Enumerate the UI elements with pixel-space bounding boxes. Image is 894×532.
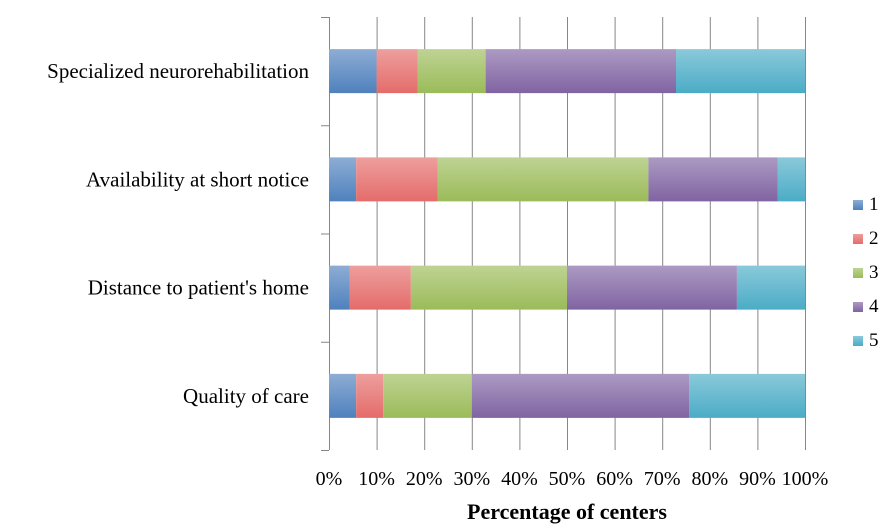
legend-swatch-3 (853, 268, 863, 278)
bars (329, 49, 805, 418)
bar-segment-2 (349, 265, 411, 310)
bar-segment-3 (417, 49, 486, 94)
x-tick-label: 30% (453, 468, 490, 490)
bar-segment-5 (676, 49, 805, 94)
legend-swatch-5 (853, 336, 863, 346)
legend-label: 3 (869, 262, 879, 283)
bar-segment-1 (329, 265, 350, 310)
legend-swatch-1 (853, 200, 863, 210)
bar-segment-1 (329, 157, 357, 202)
x-tick-labels: 0% 10% 20% 30% 40% 50% 60% 70% 80% 90% 100% (316, 468, 829, 490)
bar-segment-2 (356, 157, 438, 202)
x-tick-label: 100% (782, 468, 829, 490)
legend-label: 5 (869, 330, 879, 351)
x-tick-label: 60% (596, 468, 633, 490)
x-tick-label: 10% (358, 468, 395, 490)
legend-swatch-2 (853, 234, 863, 244)
category-axis (321, 17, 330, 451)
bar-segment-5 (736, 265, 805, 310)
bar-segment-4 (567, 265, 737, 310)
x-tick-label: 50% (549, 468, 586, 490)
bar-segment-2 (356, 373, 384, 418)
bar-segment-4 (648, 157, 778, 202)
legend-swatch-4 (853, 302, 863, 312)
category-labels: Specialized neurorehabilitation Availabil… (47, 59, 309, 408)
legend-label: 1 (869, 194, 879, 215)
x-axis-title: Percentage of centers (467, 499, 667, 524)
bar-segment-5 (689, 373, 805, 418)
bar-segment-5 (777, 157, 805, 202)
bar-segment-1 (329, 49, 377, 94)
x-tick-label: 20% (406, 468, 443, 490)
bar-segment-1 (329, 373, 357, 418)
bar-segment-3 (383, 373, 472, 418)
x-tick-label: 70% (644, 468, 681, 490)
legend-label: 4 (869, 296, 879, 317)
legend: 1 2 3 4 5 (853, 194, 879, 351)
bar-segment-2 (376, 49, 418, 94)
category-label: Distance to patient's home (88, 276, 309, 300)
category-label: Availability at short notice (86, 167, 309, 191)
legend-label: 2 (869, 228, 879, 249)
x-tick-label: 0% (316, 468, 343, 490)
bar-segment-4 (471, 373, 690, 418)
bar-segment-3 (437, 157, 649, 202)
x-tick-label: 90% (739, 468, 776, 490)
category-label: Specialized neurorehabilitation (47, 59, 309, 83)
x-tick-label: 40% (501, 468, 538, 490)
category-label: Quality of care (183, 384, 309, 408)
bar-segment-3 (410, 265, 567, 310)
bar-segment-4 (485, 49, 677, 94)
x-tick-label: 80% (691, 468, 728, 490)
